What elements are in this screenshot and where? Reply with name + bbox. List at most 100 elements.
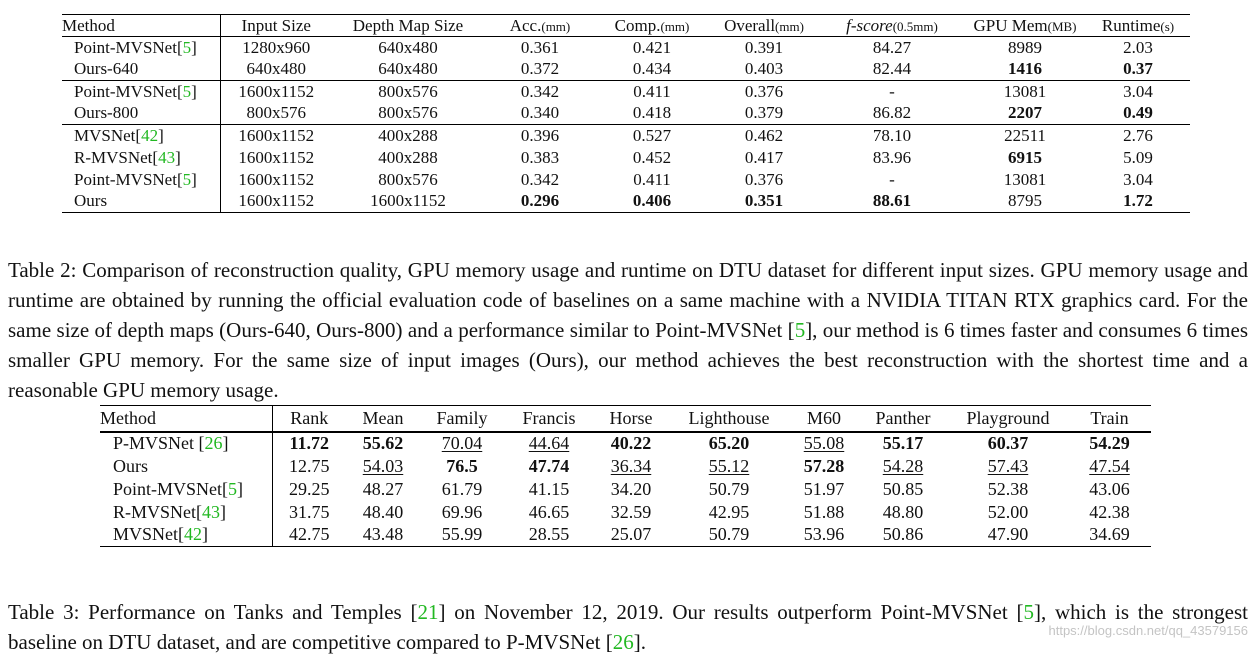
table3-cell: 29.25: [272, 478, 346, 501]
table2-cell-acc: 0.296: [520, 191, 560, 211]
caption-text: ], our method is 6 times faster and cons…: [8, 318, 1248, 402]
citation-link[interactable]: 5: [182, 37, 192, 57]
table3-value: 51.88: [803, 501, 845, 522]
table3-cell: 70.04: [420, 430, 504, 455]
table2-cell-input: 1600x1152: [238, 81, 315, 101]
table3-value: 25.07: [610, 524, 652, 545]
table2-cell-overall: 0.379: [744, 103, 784, 123]
table2-cell-overall: 0.417: [744, 147, 784, 167]
table2-method-cell: Ours-640: [62, 58, 221, 81]
table3-cell: 34.69: [1068, 524, 1151, 547]
table2-cell-gpu: 13081: [1003, 81, 1047, 101]
table3-value: 43.48: [362, 524, 404, 545]
caption-text: ].: [633, 630, 646, 654]
table3-value: 57.43: [987, 455, 1029, 476]
table3-cell: 55.17: [858, 430, 948, 455]
table3-cell: 36.34: [594, 455, 668, 478]
table2-cell-overall: 0.376: [744, 169, 784, 189]
table2-header-cell: Method: [62, 14, 221, 37]
table3-cell: 43.48: [346, 524, 420, 547]
table3-value: 50.86: [882, 524, 924, 545]
table3-cell: 34.20: [594, 478, 668, 501]
table2-header-unit: (mm): [775, 18, 804, 34]
table3-value: 34.20: [610, 478, 652, 499]
table2-header-label: GPU Mem: [973, 15, 1048, 35]
citation-link[interactable]: 5: [228, 478, 238, 499]
citation-link[interactable]: 5: [182, 81, 192, 101]
citation-link[interactable]: 26: [612, 630, 634, 654]
table3-value: 50.85: [882, 478, 924, 499]
table3-cell: 25.07: [594, 524, 668, 547]
table-row: Ours 1600x1152 1600x1152 0.296 0.406 0.351 88.…: [62, 190, 1190, 213]
table3-cell: 55.62: [346, 430, 420, 455]
citation-link[interactable]: 43: [202, 501, 221, 522]
table2-cell-fscore: 78.10: [872, 125, 912, 145]
table3-cell: 53.96: [790, 524, 858, 547]
table2-cell-comp: 0.406: [632, 191, 672, 211]
table2-cell-fscore: 83.96: [872, 147, 912, 167]
table2-cell-depth: 800x576: [378, 81, 438, 101]
table2-cell-runtime: 2.76: [1123, 125, 1153, 145]
table3-header-cell: Train: [1090, 407, 1129, 428]
table3-value: 48.40: [362, 501, 404, 522]
table3-value: 55.17: [882, 433, 924, 453]
table3-cell: 46.65: [504, 501, 594, 524]
method-name: Point-MVSNet: [74, 37, 177, 57]
table2-cell-input: 1600x1152: [238, 169, 315, 189]
citation-link[interactable]: 42: [184, 524, 203, 545]
table3-value: 32.59: [610, 501, 652, 522]
table2-cell-depth: 800x576: [378, 169, 438, 189]
table3-value: 76.5: [446, 455, 478, 476]
table2-method-cell: Ours-800: [62, 102, 221, 125]
table2-cell-input: 800x576: [246, 103, 307, 123]
table3-value: 55.12: [708, 455, 750, 476]
table3-cell: 48.27: [346, 478, 420, 501]
table3-header-cell: Panther: [875, 407, 931, 428]
table3-value: 53.96: [803, 524, 845, 545]
method-name: R-MVSNet: [113, 501, 197, 522]
table3-cell: 47.74: [504, 455, 594, 478]
table3-value: 42.38: [1089, 501, 1130, 522]
table2-cell-runtime: 3.04: [1123, 81, 1153, 101]
citation-link[interactable]: 26: [204, 433, 223, 453]
table3-value: 12.75: [289, 455, 330, 476]
table3-header-cell: Lighthouse: [688, 407, 770, 428]
citation-link[interactable]: 43: [158, 147, 176, 167]
table3-value: 55.62: [362, 433, 404, 453]
table-row: Point-MVSNet[5] 1600x1152 800x576 0.342 0.41…: [62, 80, 1190, 103]
table3-value: 50.79: [708, 478, 750, 499]
table2-cell-overall: 0.403: [744, 59, 784, 79]
table3-value: 47.54: [1089, 455, 1130, 476]
table2-cell-comp: 0.418: [632, 103, 672, 123]
table2-header-cell: Acc.(mm): [484, 15, 596, 37]
table2-method-cell: Point-MVSNet[5]: [62, 36, 221, 59]
citation-link[interactable]: 42: [141, 125, 159, 145]
table2-cell-acc: 0.372: [520, 59, 560, 79]
table3-cell: 48.80: [858, 501, 948, 524]
table3-value: 54.28: [882, 455, 924, 476]
table2-cell-input: 640x480: [246, 59, 307, 79]
table3-cell: 50.79: [668, 524, 790, 547]
table2-header-unit: (mm): [541, 18, 571, 34]
table3-cell: 57.28: [790, 455, 858, 478]
table3-method-cell: MVSNet[42]: [100, 523, 273, 547]
citation-link[interactable]: 5: [794, 318, 806, 342]
table2-header-label: Runtime: [1101, 15, 1161, 35]
table-row: Ours-640 640x480 640x480 0.372 0.434 0.403 82.…: [62, 58, 1190, 81]
table2-cell-runtime: 3.04: [1123, 169, 1153, 189]
table-row: Point-MVSNet[5] 1600x1152 800x576 0.342 0.41…: [62, 168, 1190, 191]
table2-cell-depth: 400x288: [378, 147, 438, 167]
table3-method-cell: Ours: [100, 454, 273, 478]
table2-header-cell: Comp.(mm): [596, 15, 708, 37]
table2-header-label: Comp.: [614, 15, 661, 35]
citation-link[interactable]: 5: [1023, 600, 1034, 624]
caption-text: Table 2: Comparison of reconstruction qu…: [8, 258, 1248, 342]
citation-link[interactable]: 21: [417, 600, 439, 624]
table2-cell-overall: 0.351: [744, 191, 784, 211]
table3-header-cell: Horse: [609, 407, 653, 428]
table2-cell-overall: 0.391: [744, 37, 784, 57]
citation-link[interactable]: 5: [182, 169, 192, 189]
table2-cell-depth: 1600x1152: [370, 191, 446, 211]
table3-cell: 60.37: [948, 430, 1068, 455]
table3-value: 40.22: [610, 433, 652, 453]
